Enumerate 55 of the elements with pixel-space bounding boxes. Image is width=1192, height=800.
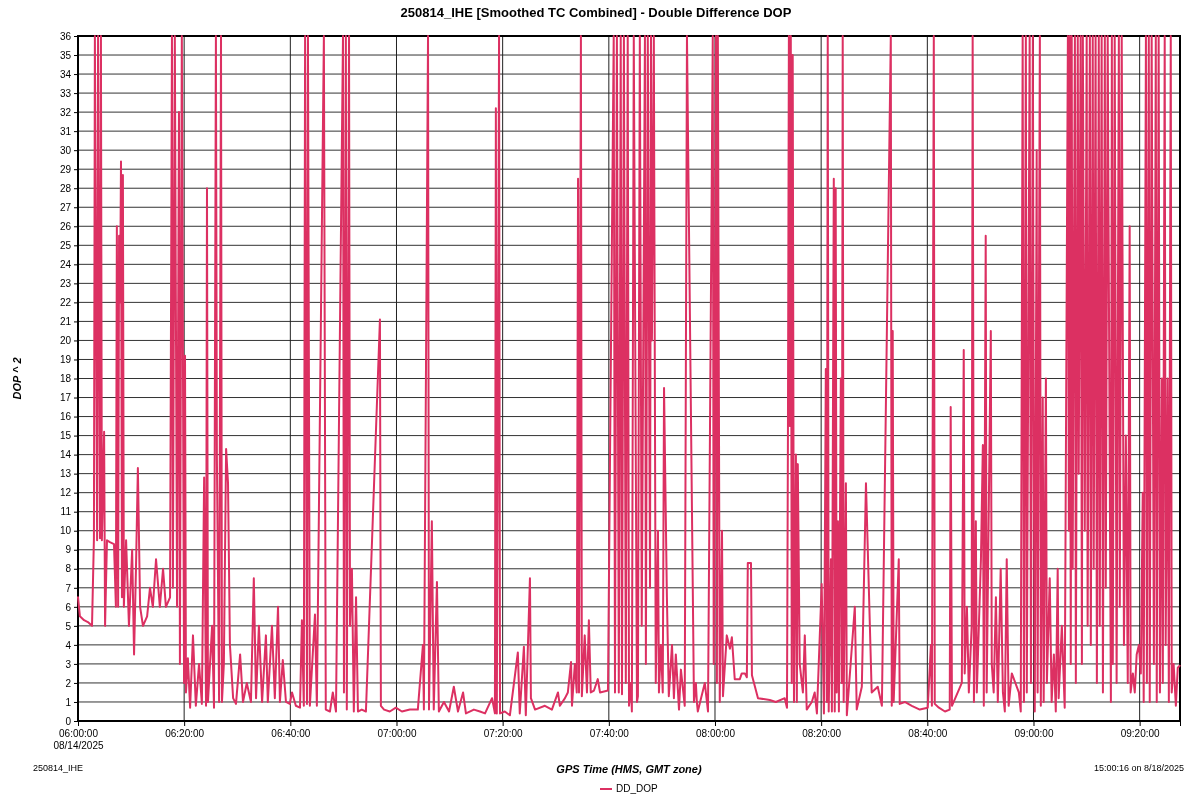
y-tick-label: 6 — [65, 601, 72, 613]
y-tick-label: 35 — [59, 49, 72, 61]
y-tick-label: 17 — [59, 392, 72, 404]
x-tick-label: 08:20:00 — [802, 728, 842, 739]
y-tick-label: 31 — [59, 125, 72, 137]
y-tick-label: 2 — [65, 677, 72, 689]
x-tick-label: 06:20:00 — [165, 728, 205, 739]
y-tick-label: 7 — [65, 582, 72, 594]
legend-label: DD_DOP — [616, 783, 658, 794]
x-tick-label: 06:40:00 — [271, 728, 311, 739]
y-tick-label: 4 — [65, 639, 72, 651]
y-tick-label: 11 — [60, 506, 72, 518]
y-tick-label: 8 — [65, 563, 72, 575]
y-tick-label: 32 — [59, 106, 72, 118]
y-tick-label: 1 — [65, 696, 72, 708]
y-tick-label: 13 — [59, 468, 72, 480]
y-tick-label: 23 — [59, 278, 72, 290]
y-tick-label: 25 — [59, 240, 72, 252]
line-series — [77, 35, 1181, 717]
y-tick-label: 30 — [59, 144, 72, 156]
y-tick-label: 26 — [59, 220, 72, 232]
y-tick-label: 20 — [59, 335, 72, 347]
y-tick-label: 19 — [59, 354, 72, 366]
x-tick-label: 09:00:00 — [1014, 728, 1054, 739]
y-axis-title: DOP ^ 2 — [11, 357, 23, 400]
y-tick-label: 29 — [59, 163, 72, 175]
y-tick-label: 0 — [65, 715, 72, 727]
y-tick-label: 34 — [59, 68, 72, 80]
y-tick-label: 12 — [59, 487, 72, 499]
x-tick-label: 09:20:00 — [1120, 728, 1161, 739]
y-tick-label: 28 — [59, 182, 72, 194]
x-tick-label: 07:20:00 — [483, 728, 524, 739]
y-tick-label: 21 — [59, 316, 72, 328]
y-tick-label: 16 — [59, 411, 72, 423]
x-axis-title: GPS Time (HMS, GMT zone) — [556, 763, 702, 775]
text: 250814_IHE — [33, 763, 84, 773]
y-tick-label: 24 — [59, 259, 72, 271]
y-tick-label: 9 — [65, 544, 72, 556]
x-tick-label: 08:00:00 — [696, 728, 736, 739]
y-tick-label: 14 — [59, 449, 72, 461]
x-tick-label: 07:00:00 — [377, 728, 417, 739]
y-tick-label: 10 — [59, 525, 72, 537]
y-tick-label: 22 — [59, 297, 72, 309]
chart-title: 250814_IHE [Smoothed TC Combined] - Double Difference DOP — [400, 5, 792, 20]
text: 15:00:16 on 8/18/2025 — [1093, 763, 1184, 773]
y-tick-label: 18 — [59, 373, 72, 385]
x-tick-label: 06:00:00 08/14/2025 — [53, 728, 104, 751]
y-tick-label: 3 — [65, 658, 72, 670]
x-tick-label: 08:40:00 — [908, 728, 948, 739]
y-tick-label: 27 — [59, 201, 72, 213]
y-tick-label: 15 — [59, 430, 72, 442]
y-tick-label: 36 — [59, 30, 72, 42]
y-tick-label: 33 — [59, 87, 72, 99]
y-tick-label: 5 — [65, 620, 72, 632]
x-tick-label: 07:40:00 — [589, 728, 630, 739]
